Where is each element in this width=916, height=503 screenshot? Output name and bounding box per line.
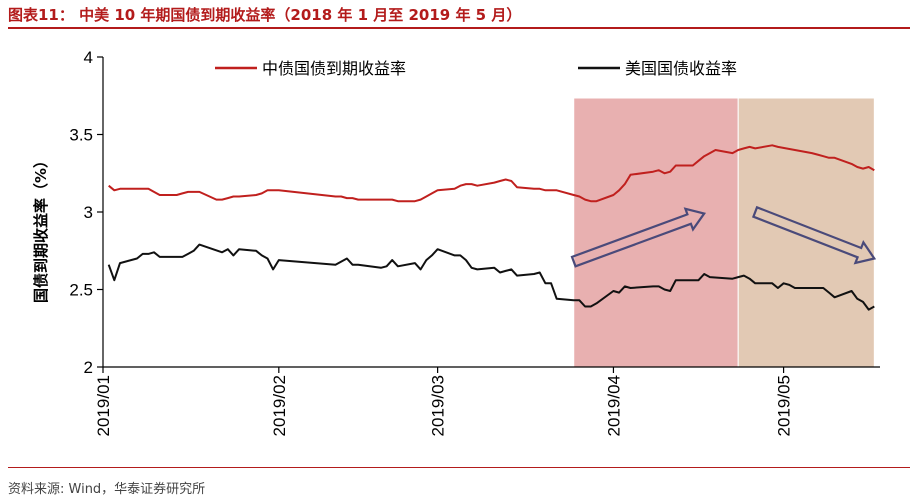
shaded-region-2 (737, 97, 875, 368)
trend-arrows (570, 205, 877, 268)
footer-divider (8, 467, 910, 468)
legend: 中债国债到期收益率 美国国债收益率 (215, 59, 737, 78)
series-lines (107, 144, 875, 311)
y-tick-label: 4 (84, 48, 93, 67)
y-tick-label: 2 (84, 358, 93, 377)
y-axis-label: 国债到期收益率（%） (32, 153, 50, 303)
x-tick-label: 2019/05 (775, 375, 794, 436)
x-tick-label: 2019/03 (429, 375, 448, 436)
arrow-down-icon (751, 205, 877, 265)
x-tick-label: 2019/01 (94, 375, 113, 436)
y-tick-label: 3 (84, 203, 93, 222)
shaded-regions (573, 97, 875, 368)
y-tick-label: 2.5 (69, 281, 93, 300)
series-line-2 (107, 243, 875, 311)
series-line-1 (108, 144, 875, 203)
page-title: 图表11： 中美 10 年期国债到期收益率（2018 年 1 月至 2019 年… (8, 6, 522, 24)
shaded-region-1 (573, 97, 739, 368)
axes: 2 2.5 3 3.5 4 2019/01 2019/02 2019/03 2019/04 201… (69, 48, 880, 436)
x-tick-label: 2019/02 (270, 375, 289, 436)
legend-label-1: 中债国债到期收益率 (262, 59, 406, 78)
x-tick-label: 2019/04 (604, 375, 623, 436)
y-tick-label: 3.5 (69, 126, 93, 145)
header-divider (8, 27, 910, 29)
source-note: 资料来源: Wind，华泰证券研究所 (8, 482, 206, 497)
legend-label-2: 美国国债收益率 (625, 59, 737, 78)
arrow-up-icon (570, 207, 707, 268)
